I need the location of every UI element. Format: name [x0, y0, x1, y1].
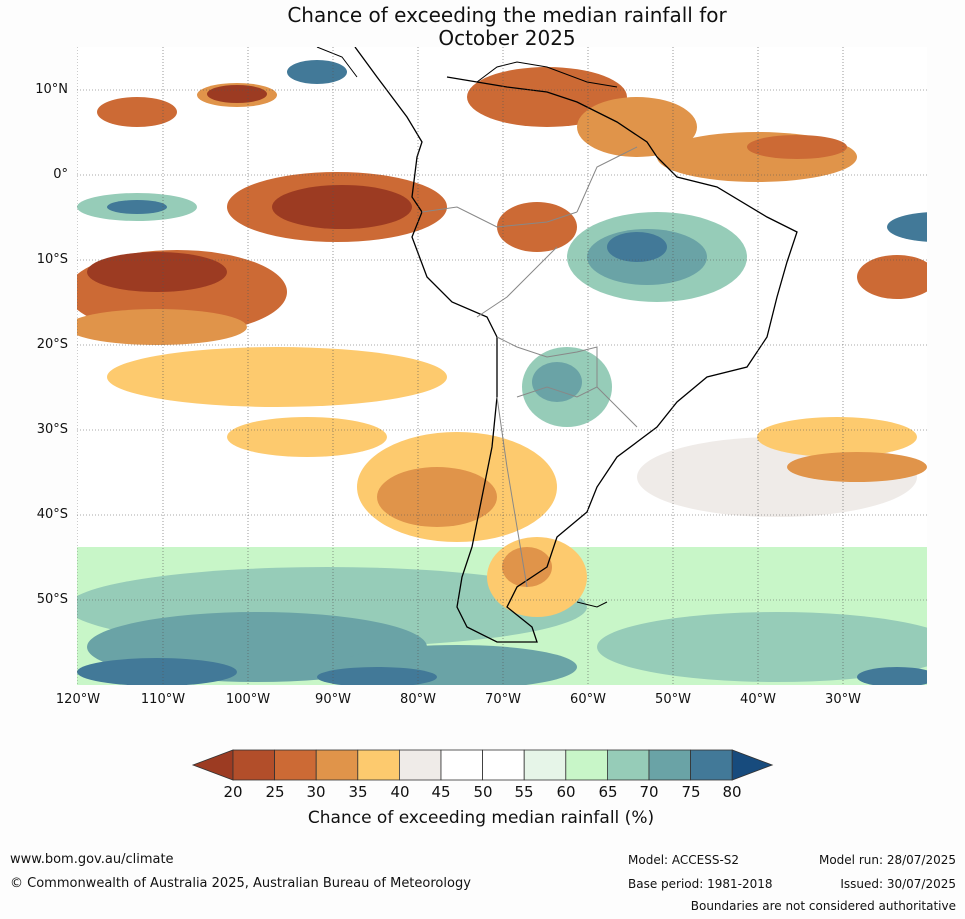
- lat-label-0: 0°: [53, 167, 68, 182]
- model-run-date: Model run: 28/07/2025: [818, 853, 956, 867]
- colorbar-swatch-11: [648, 749, 691, 781]
- website-link[interactable]: www.bom.gov.au/climate: [10, 852, 174, 867]
- colorbar: [191, 749, 774, 781]
- title-line-1: Chance of exceeding the median rainfall …: [287, 3, 727, 27]
- colorbar-swatch-8: [523, 749, 567, 781]
- issued-date: Issued: 30/07/2025: [840, 877, 956, 891]
- copyright-text: © Commonwealth of Australia 2025, Austra…: [10, 876, 471, 891]
- coastlines: [316, 47, 798, 643]
- colorbar-tick-30: 30: [306, 783, 326, 801]
- colorbar-swatch-3: [315, 749, 359, 781]
- colorbar-swatch-1: [232, 749, 275, 781]
- colorbar-tick-65: 65: [598, 783, 618, 801]
- map-canvas: [77, 47, 927, 685]
- lat-label-20s: 20°S: [36, 337, 68, 352]
- lon-label-80w: 80°W: [400, 692, 436, 707]
- lat-label-30s: 30°S: [36, 422, 68, 437]
- lon-label-90w: 90°W: [315, 692, 351, 707]
- map-title: Chance of exceeding the median rainfall …: [0, 4, 965, 50]
- country-borders: [421, 146, 638, 588]
- colorbar-swatch-5: [398, 749, 442, 781]
- base-period: Base period: 1981-2018: [628, 877, 773, 891]
- colorbar-tick-20: 20: [223, 783, 243, 801]
- lat-label-10n: 10°N: [35, 82, 68, 97]
- colorbar-tick-40: 40: [390, 783, 410, 801]
- lon-label-50w: 50°W: [655, 692, 691, 707]
- colorbar-tick-25: 25: [265, 783, 285, 801]
- lat-label-40s: 40°S: [36, 507, 68, 522]
- colorbar-tick-70: 70: [639, 783, 659, 801]
- lon-label-120w: 120°W: [55, 692, 101, 707]
- colorbar-segments: [191, 749, 774, 781]
- colorbar-tick-35: 35: [348, 783, 368, 801]
- gridlines: [77, 47, 927, 685]
- colorbar-swatch-2: [274, 749, 317, 781]
- colorbar-swatch-7: [482, 749, 525, 781]
- lon-label-40w: 40°W: [740, 692, 776, 707]
- colorbar-tick-55: 55: [514, 783, 534, 801]
- lon-label-100w: 100°W: [225, 692, 271, 707]
- colorbar-tick-60: 60: [556, 783, 576, 801]
- colorbar-swatch-6: [440, 749, 483, 781]
- colorbar-tick-45: 45: [431, 783, 451, 801]
- colorbar-swatch-10: [606, 749, 650, 781]
- lat-label-50s: 50°S: [36, 592, 68, 607]
- colorbar-label: Chance of exceeding median rainfall (%): [307, 808, 655, 828]
- title-line-2: October 2025: [438, 26, 576, 50]
- lon-label-30w: 30°W: [825, 692, 861, 707]
- lon-label-70w: 70°W: [485, 692, 521, 707]
- colorbar-arrow-low: [191, 749, 234, 781]
- colorbar-tick-75: 75: [681, 783, 701, 801]
- colorbar-swatch-4: [357, 749, 400, 781]
- colorbar-tick-50: 50: [473, 783, 493, 801]
- colorbar-swatch-9: [565, 749, 608, 781]
- probability-shading: [77, 60, 927, 685]
- colorbar-swatch-12: [690, 749, 733, 781]
- colorbar-arrow-high: [731, 749, 774, 781]
- rainfall-map: [77, 47, 927, 685]
- model-name: Model: ACCESS-S2: [628, 853, 740, 867]
- colorbar-tick-80: 80: [722, 783, 742, 801]
- boundaries-disclaimer: Boundaries are not considered authoritat…: [690, 899, 956, 913]
- lon-label-110w: 110°W: [140, 692, 186, 707]
- lat-label-10s: 10°S: [36, 252, 68, 267]
- lon-label-60w: 60°W: [570, 692, 606, 707]
